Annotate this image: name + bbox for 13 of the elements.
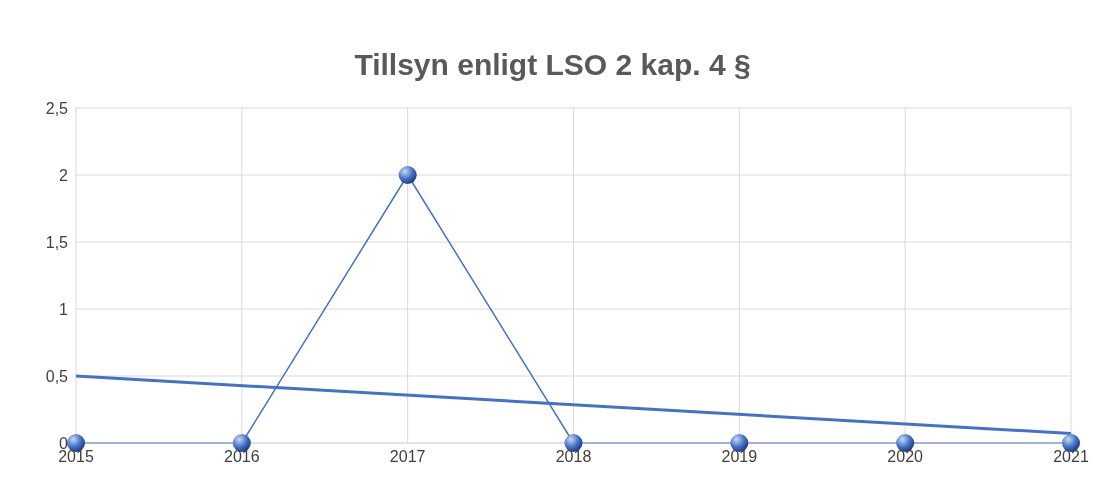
- y-tick-label: 2: [59, 166, 69, 184]
- x-tick-label: 2016: [224, 448, 260, 466]
- y-tick-label: 1: [59, 300, 69, 318]
- x-tick-label: 2017: [389, 448, 426, 466]
- y-tick-label: 2,5: [45, 99, 69, 117]
- x-tick-label: 2018: [555, 448, 592, 466]
- x-tick-label: 2015: [58, 448, 94, 466]
- chart-title: Tillsyn enligt LSO 2 kap. 4 §: [353, 47, 752, 83]
- y-tick-label: 0,5: [45, 367, 69, 385]
- x-tick-label: 2020: [887, 448, 924, 466]
- x-tick-label: 2021: [1053, 448, 1089, 466]
- x-tick-label: 2019: [721, 448, 758, 466]
- y-tick-label: 1,5: [45, 233, 69, 251]
